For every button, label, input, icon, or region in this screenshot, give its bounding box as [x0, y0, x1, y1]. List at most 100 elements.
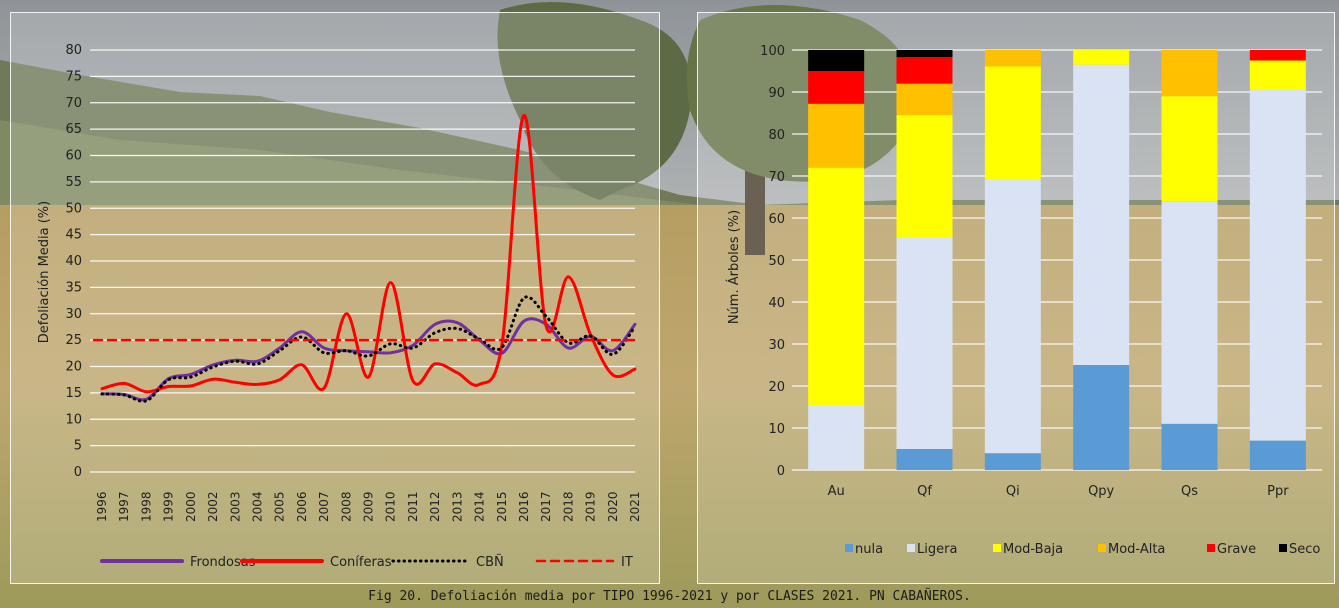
legend-swatch-nula: [845, 544, 853, 552]
bar-segment-qpy-ligera: [1073, 64, 1130, 365]
bar-chart-x-tick-label: Qf: [917, 484, 932, 499]
line-chart-x-tick-label: 2016: [517, 491, 531, 522]
line-chart-y-tick-label: 0: [74, 465, 82, 480]
bar-chart-y-tick-label: 60: [768, 212, 785, 227]
bar-segment-au-mod-alta: [808, 103, 865, 168]
bar-segment-qf-nula: [896, 449, 953, 470]
legend-swatch-grave: [1207, 544, 1215, 552]
line-chart-x-tick-label: 2004: [250, 491, 264, 522]
bar-segment-qi-ligera: [984, 178, 1041, 454]
bar-segment-qpy-nula: [1073, 365, 1130, 470]
line-chart-x-tick-label: 2008: [339, 491, 353, 522]
line-chart-x-tick-label: 2015: [495, 491, 509, 522]
line-chart-y-tick-label: 75: [65, 69, 82, 84]
legend-label-seco: Seco: [1289, 542, 1320, 557]
line-chart-x-tick-label: 2002: [206, 491, 220, 522]
series-line-cbn: [100, 295, 637, 403]
bar-chart-y-tick-label: 100: [760, 44, 785, 59]
legend-label-grave: Grave: [1217, 542, 1256, 557]
line-chart-y-tick-label: 40: [65, 254, 82, 269]
line-chart-x-tick-label: 2019: [584, 491, 598, 522]
bar-chart-x-tick-label: Qpy: [1088, 484, 1114, 499]
line-chart-x-tick-label: 2017: [539, 491, 553, 522]
bar-chart-y-tick-label: 70: [768, 170, 785, 185]
line-chart-x-tick-label: 2010: [384, 491, 398, 522]
bar-chart-y-tick-label: 80: [768, 128, 785, 143]
line-chart-x-tick-label: 1997: [117, 491, 131, 522]
line-chart-x-tick-label: 2012: [428, 491, 442, 522]
line-chart-x-tick-label: 2003: [228, 491, 242, 522]
legend-label-cbn: CBÑ: [476, 554, 504, 570]
bar-chart-y-tick-label: 20: [768, 380, 785, 395]
bar-segment-ppr-ligera: [1249, 89, 1306, 441]
bar-segment-ppr-mod-baja: [1249, 60, 1306, 90]
line-chart-y-tick-label: 30: [65, 307, 82, 322]
bar-chart-x-tick-label: Ppr: [1267, 484, 1289, 499]
bar-segment-au-mod-baja: [808, 167, 865, 405]
bar-segment-qf-grave: [896, 57, 953, 84]
bar-segment-au-grave: [808, 71, 865, 104]
bar-segment-qi-mod-alta: [984, 50, 1041, 67]
line-chart-x-tick-label: 2014: [473, 491, 487, 522]
line-chart-x-tick-label: 1996: [95, 491, 109, 522]
bar-segment-qs-mod-baja: [1161, 96, 1218, 202]
bar-chart-y-tick-label: 90: [768, 86, 785, 101]
bar-chart-legend: nula Ligera Mod-Baja Mod-Alta Grave Seco: [845, 542, 1320, 557]
bar-segment-qs-ligera: [1161, 201, 1218, 424]
line-chart-y-tick-label: 20: [65, 360, 82, 375]
bar-segment-au-seco: [808, 50, 865, 71]
line-chart-y-label: Defoliación Media (%): [37, 201, 52, 344]
bar-chart-y-tick-label: 10: [768, 422, 785, 437]
line-chart-y-tick-label: 35: [65, 280, 82, 295]
line-chart-gridlines: [90, 49, 635, 473]
legend-swatch-mod-baja: [993, 544, 1001, 552]
line-chart-x-tick-label: 2007: [317, 491, 331, 522]
bar-chart-y-label: Núm. Árboles (%): [726, 210, 742, 324]
legend-label-frondosas: Frondosas: [190, 555, 256, 570]
bar-segment-qpy-mod-baja: [1073, 50, 1130, 65]
legend-label-mod-baja: Mod-Baja: [1003, 542, 1063, 557]
legend-label-it: IT: [621, 555, 633, 570]
line-chart-x-tick-label: 2006: [295, 491, 309, 522]
line-chart-y-tick-label: 70: [65, 96, 82, 111]
line-chart-x-tick-label: 2005: [273, 491, 287, 522]
bar-segment-ppr-nula: [1249, 440, 1306, 470]
bar-chart-y-tick-label: 0: [777, 464, 785, 479]
line-chart-x-tick-label: 2013: [450, 491, 464, 522]
legend-swatch-seco: [1279, 544, 1287, 552]
line-chart-x-ticks: 1996 1997 1998 1999 2000 2002 2003 2004 2005 2006…: [95, 491, 642, 522]
figure-caption: Fig 20. Defoliación media por TIPO 1996-…: [368, 589, 971, 604]
bar-segment-qi-mod-baja: [984, 66, 1041, 179]
legend-label-nula: nula: [855, 542, 883, 557]
bar-chart-x-tick-label: Au: [828, 484, 845, 499]
bar-chart-y-tick-label: 40: [768, 296, 785, 311]
bar-chart-gridlines: [792, 49, 1322, 471]
line-chart-y-tick-label: 50: [65, 201, 82, 216]
line-chart-y-tick-label: 10: [65, 412, 82, 427]
legend-swatch-ligera: [907, 544, 915, 552]
line-chart-x-tick-label: 1998: [139, 491, 153, 522]
line-chart-y-tick-label: 60: [65, 149, 82, 164]
legend-label-coniferas: Coníferas: [330, 555, 392, 570]
line-chart-y-tick-label: 65: [65, 122, 82, 137]
line-chart-x-tick-label: 2009: [362, 491, 376, 522]
line-chart-y-tick-label: 55: [65, 175, 82, 190]
bar-chart-y-tick-label: 30: [768, 338, 785, 353]
bar-chart-y-tick-label: 50: [768, 254, 785, 269]
bar-chart-x-tick-label: Qi: [1006, 484, 1020, 499]
bar-segment-au-ligera: [808, 404, 865, 470]
legend-label-ligera: Ligera: [917, 542, 957, 557]
bar-segment-qf-ligera: [896, 236, 953, 449]
line-chart-y-ticks: 0 5 10 15 20 25 30 35 40 45 50 55 60 65 70 75 80: [65, 43, 82, 480]
bar-chart-x-tick-label: Qs: [1181, 484, 1198, 499]
bar-segment-qf-mod-baja: [896, 115, 953, 237]
bar-chart-x-ticks: Au Qf Qi Qpy Qs Ppr: [828, 484, 1290, 499]
line-chart-y-tick-label: 25: [65, 333, 82, 348]
line-chart-x-tick-label: 2000: [184, 491, 198, 522]
line-chart-series: [92, 113, 637, 403]
legend-label-mod-alta: Mod-Alta: [1108, 542, 1165, 557]
line-chart-x-tick-label: 2011: [406, 491, 420, 522]
bar-segment-qf-mod-alta: [896, 83, 953, 116]
